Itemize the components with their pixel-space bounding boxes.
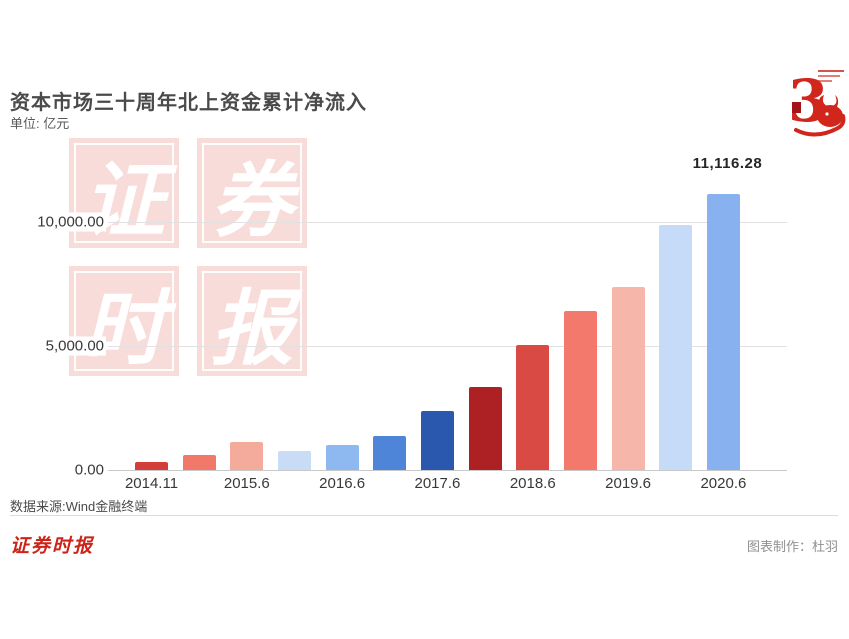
bar bbox=[659, 225, 693, 470]
bar bbox=[277, 451, 311, 470]
bar bbox=[230, 441, 264, 470]
watermark-char: 报 bbox=[211, 280, 293, 377]
y-axis-tick-label: 10,000.00 bbox=[35, 212, 106, 232]
bar-value-label: 11,116.28 bbox=[692, 155, 763, 172]
watermark-char: 时 bbox=[83, 280, 165, 377]
bar bbox=[468, 386, 502, 470]
watermark-tile bbox=[69, 266, 179, 376]
bar bbox=[611, 287, 645, 470]
bar bbox=[516, 345, 550, 470]
x-axis-tick-label: 2017.6 bbox=[414, 475, 461, 492]
bar bbox=[373, 435, 407, 470]
watermark-char: 券 bbox=[211, 152, 293, 249]
watermark-tile bbox=[197, 138, 307, 248]
x-axis-tick-label: 2015.6 bbox=[223, 475, 270, 492]
chart-credit: 图表制作：杜羽 bbox=[746, 539, 838, 554]
unit-label: 单位: 亿元 bbox=[10, 116, 70, 131]
bar bbox=[325, 444, 359, 470]
watermark-tile bbox=[197, 266, 307, 376]
x-axis-tick-label: 2016.6 bbox=[319, 475, 366, 492]
bar bbox=[182, 454, 216, 470]
x-axis-line bbox=[108, 470, 787, 471]
footer-divider bbox=[10, 515, 838, 516]
anniversary-30-logo: 3 bbox=[788, 64, 848, 144]
x-axis-tick-label: 2020.6 bbox=[700, 475, 747, 492]
gridline bbox=[108, 222, 787, 223]
x-axis-tick-label: 2014.11 bbox=[124, 475, 179, 492]
bar bbox=[706, 194, 740, 470]
y-axis-tick-label: 5,000.00 bbox=[43, 336, 106, 356]
page-title: 资本市场三十周年北上资金累计净流入 bbox=[10, 92, 367, 114]
x-axis-tick-label: 2018.6 bbox=[509, 475, 556, 492]
securities-times-logo: 证券时报 bbox=[10, 535, 95, 557]
bull-swoosh-icon bbox=[792, 70, 846, 137]
x-axis-tick-label: 2019.6 bbox=[605, 475, 652, 492]
gridline bbox=[108, 346, 787, 347]
watermark-char: 证 bbox=[83, 152, 165, 249]
bar bbox=[420, 410, 454, 470]
data-source: 数据来源:Wind金融终端 bbox=[10, 499, 148, 514]
bar bbox=[135, 461, 168, 470]
bar bbox=[563, 311, 597, 470]
y-axis-tick-label: 0.00 bbox=[72, 460, 106, 480]
